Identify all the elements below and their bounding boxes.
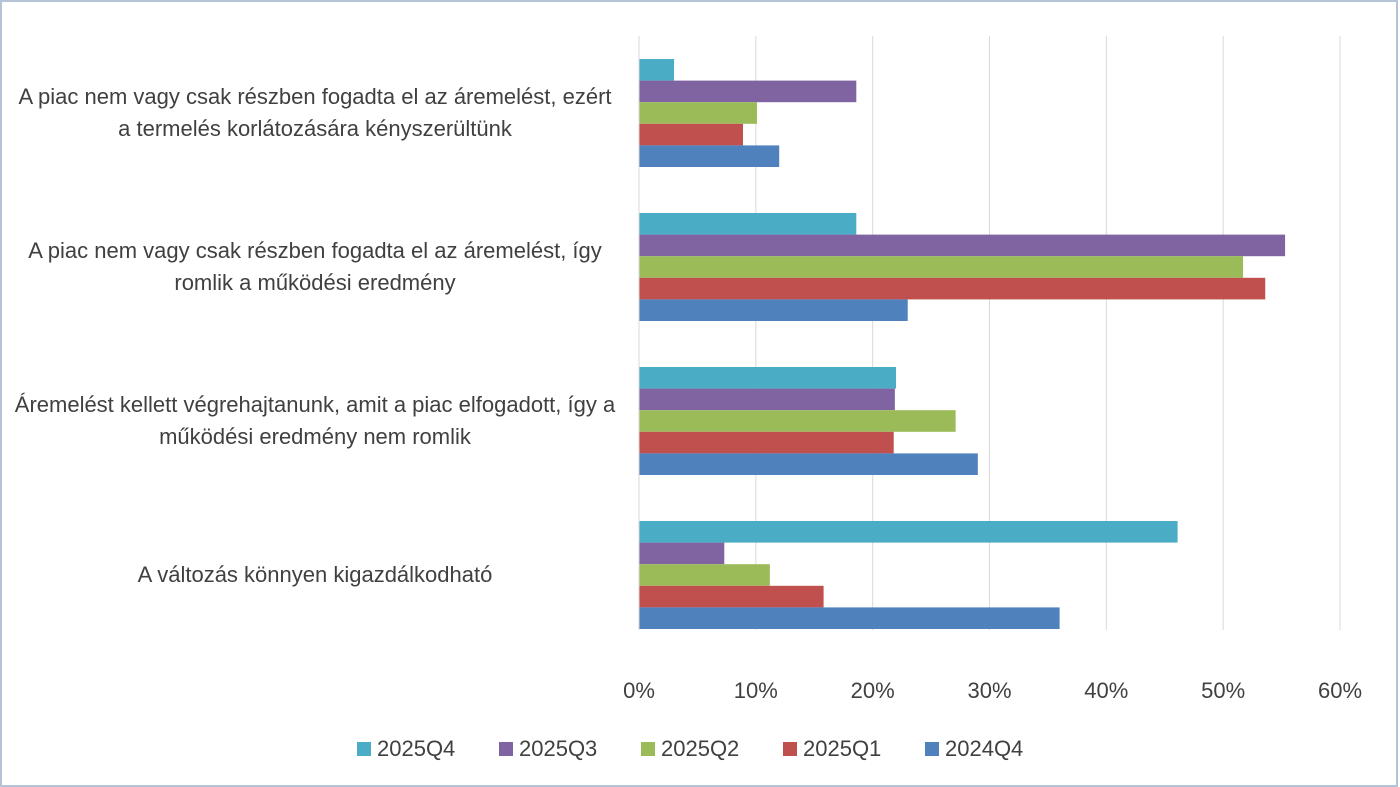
bar	[639, 607, 1060, 629]
legend-label: 2025Q1	[803, 736, 881, 761]
bar	[639, 521, 1178, 543]
bar	[639, 542, 725, 565]
bar	[639, 234, 1286, 257]
legend-label: 2025Q2	[661, 736, 739, 761]
category-label: Áremelést kellett végrehajtanunk, amit a…	[14, 392, 616, 449]
legend-swatch	[925, 742, 939, 756]
bar	[639, 564, 770, 586]
x-tick-label: 30%	[967, 678, 1011, 703]
legend-label: 2025Q4	[377, 736, 455, 761]
x-tick-label: 20%	[851, 678, 895, 703]
bar	[639, 59, 675, 81]
category-label: A piac nem vagy csak részben fogadta el …	[18, 84, 612, 141]
bar	[639, 388, 895, 411]
category-label: A változás könnyen kigazdálkodható	[137, 562, 493, 587]
x-tick-label: 40%	[1084, 678, 1128, 703]
y-tick-label: A piac nem vagy csak részben fogadta el …	[28, 238, 602, 295]
x-tick-label: 50%	[1201, 678, 1245, 703]
legend-swatch	[783, 742, 797, 756]
bar	[639, 367, 897, 389]
x-tick-label: 60%	[1318, 678, 1362, 703]
bar	[639, 145, 780, 167]
category-label: A piac nem vagy csak részben fogadta el …	[28, 238, 602, 295]
bar	[639, 431, 894, 454]
bar	[639, 123, 743, 146]
bar	[639, 277, 1266, 300]
legend-label: 2025Q3	[519, 736, 597, 761]
legend-swatch	[357, 742, 371, 756]
bar	[639, 102, 758, 124]
x-tick-label: 10%	[734, 678, 778, 703]
legend-label: 2024Q4	[945, 736, 1023, 761]
y-tick-label: A piac nem vagy csak részben fogadta el …	[18, 84, 612, 141]
y-tick-label: Áremelést kellett végrehajtanunk, amit a…	[14, 392, 616, 449]
y-tick-label: A változás könnyen kigazdálkodható	[137, 562, 493, 587]
bar	[639, 299, 908, 321]
bar	[639, 410, 956, 432]
bar	[639, 80, 857, 103]
bar	[639, 256, 1244, 278]
legend-swatch	[499, 742, 513, 756]
bar	[639, 213, 857, 235]
bar	[639, 585, 824, 608]
legend-swatch	[641, 742, 655, 756]
bar	[639, 453, 978, 475]
x-tick-label: 0%	[623, 678, 655, 703]
